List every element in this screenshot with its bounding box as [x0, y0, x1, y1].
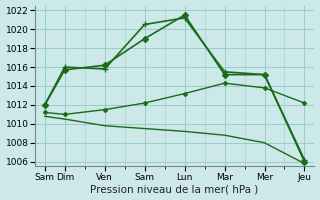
- X-axis label: Pression niveau de la mer( hPa ): Pression niveau de la mer( hPa ): [91, 184, 259, 194]
